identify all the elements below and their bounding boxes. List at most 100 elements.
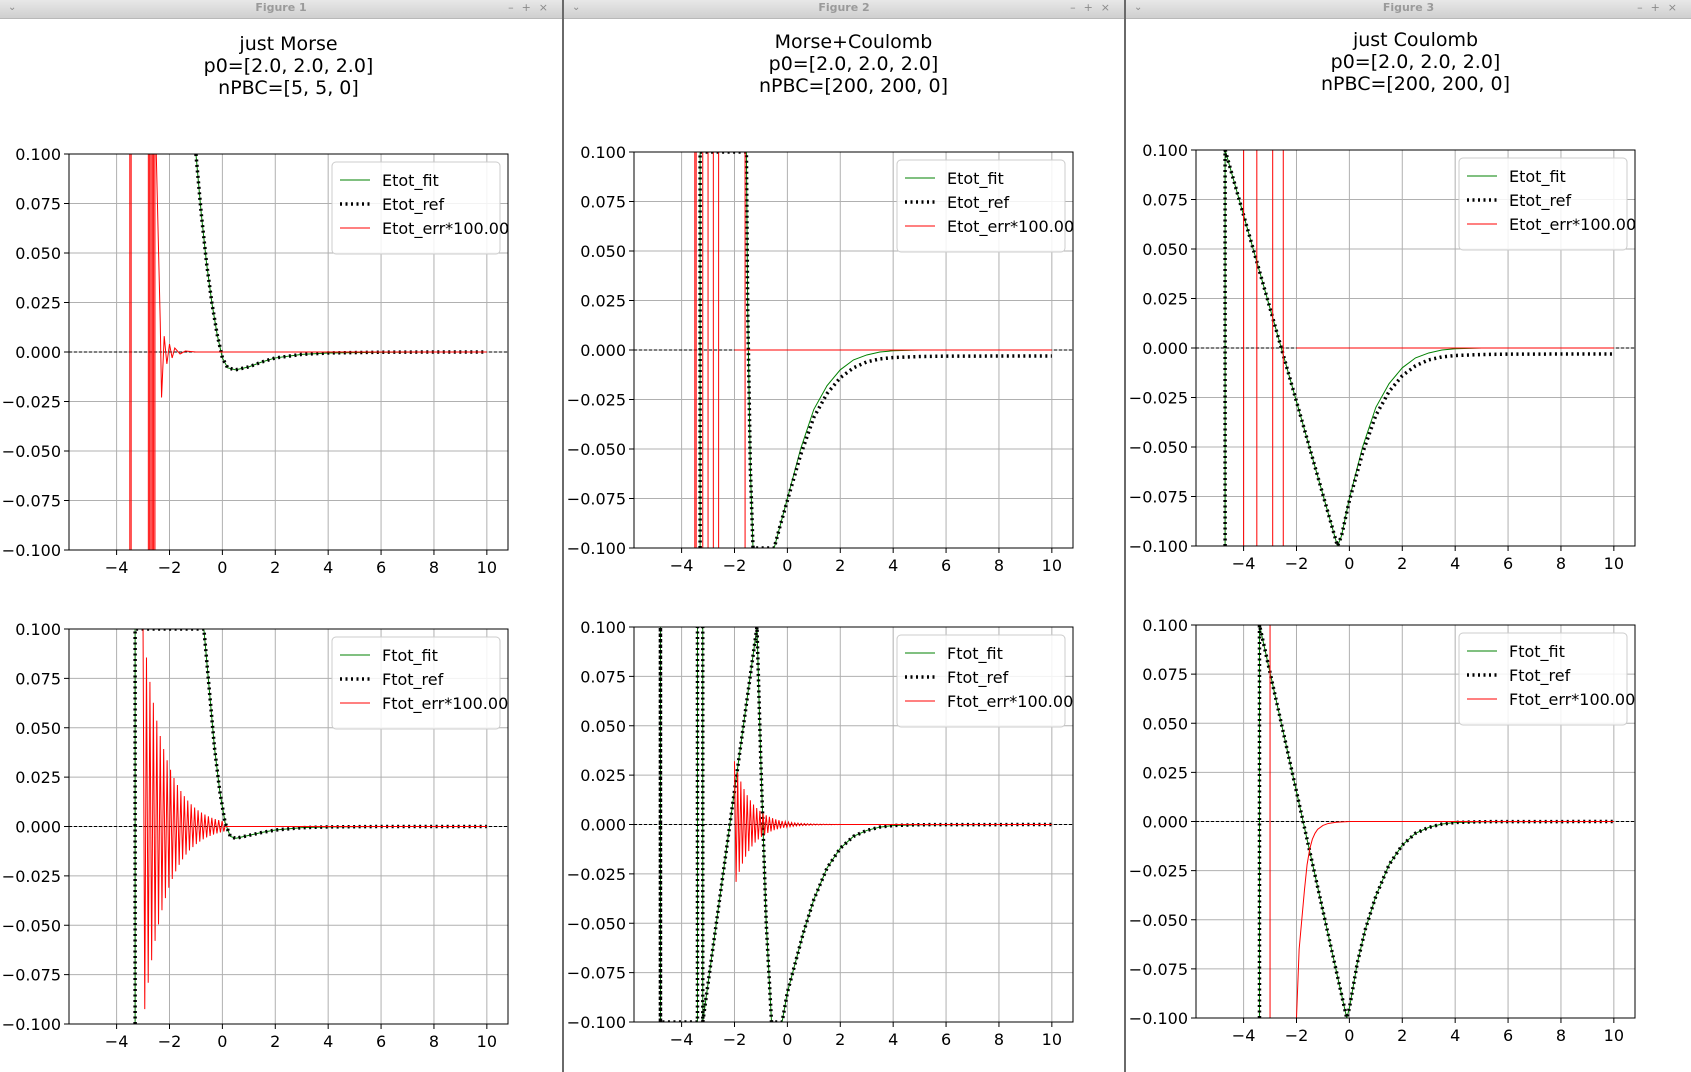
series-line-ref [1257,625,1614,1018]
x-tick-label: 0 [782,556,792,575]
x-tick-label: 10 [477,1032,497,1051]
maximize-icon[interactable]: + [521,1,539,14]
x-tick-label: 8 [994,1030,1004,1049]
x-tick-label: −4 [105,558,129,577]
figure-title-line: just Morse [238,33,337,55]
y-tick-label: 0.025 [580,292,626,311]
x-tick-label: −2 [158,558,182,577]
close-icon[interactable]: × [1100,1,1118,14]
x-tick-label: 8 [1556,554,1566,573]
legend-label: Etot_err*100.00 [1509,215,1636,235]
window-controls[interactable]: –+× [1070,1,1118,14]
legend-label: Ftot_ref [947,668,1009,688]
figure-3-titlebar[interactable]: ⌄ Figure 3 –+× [1126,0,1691,19]
legend-label: Etot_ref [947,193,1010,213]
plot-axes: −4 −2 0 2 4 6 8 10 −0.100 −0.075 −0.050 −0.025 0.000… [1129,141,1636,573]
x-tick-label: 2 [270,1032,280,1051]
x-tick-label: −4 [105,1032,129,1051]
series-line-err [1295,821,1614,1018]
legend-box [331,636,501,730]
legend-label: Etot_err*100.00 [947,217,1074,237]
y-tick-label: 0.000 [15,343,61,362]
window-menu-icon[interactable]: ⌄ [572,2,581,13]
axes-frame [633,626,1074,1023]
close-icon[interactable]: × [538,1,556,14]
x-tick-label: 2 [835,1030,845,1049]
y-tick-label: −0.050 [2,916,61,935]
y-tick-label: −0.100 [567,539,626,558]
window-title: Figure 3 [1382,1,1435,14]
x-tick-label: −2 [723,556,747,575]
minimize-icon[interactable]: – [508,1,522,14]
y-tick-label: 0.050 [15,244,61,263]
y-tick-label: 0.000 [15,818,61,837]
x-tick-label: −4 [1232,554,1256,573]
x-tick-label: 4 [323,558,333,577]
legend-label: Ftot_ref [382,670,444,690]
plot-axes: −4 −2 0 2 4 6 8 10 −0.100 −0.075 −0.050 −0.025 0.000… [2,620,509,1051]
legend-label: Etot_err*100.00 [382,219,509,239]
x-tick-label: 10 [1042,1030,1062,1049]
legend-label: Etot_fit [382,171,439,191]
figure-title-line: just Coulomb [1352,29,1478,51]
figure-2-window: ⌄ Figure 2 –+× Morse+Coulomb p0=[2.0, 2.0… [564,0,1124,1072]
y-tick-label: −0.050 [567,440,626,459]
y-tick-label: −0.050 [2,442,61,461]
window-menu-icon[interactable]: ⌄ [8,2,17,13]
x-tick-label: 8 [429,558,439,577]
x-tick-label: −2 [723,1030,747,1049]
minimize-icon[interactable]: – [1070,1,1084,14]
figure-title-line: nPBC=[5, 5, 0] [218,77,359,99]
maximize-icon[interactable]: + [1083,1,1101,14]
x-tick-label: 4 [888,556,898,575]
x-tick-label: 0 [1344,554,1354,573]
figure-title-line: p0=[2.0, 2.0, 2.0] [204,55,374,77]
y-tick-label: 0.075 [15,195,61,214]
x-tick-label: 10 [1604,1026,1624,1045]
close-icon[interactable]: × [1667,1,1685,14]
y-tick-label: −0.075 [1129,960,1188,979]
y-tick-label: 0.050 [1142,240,1188,259]
x-tick-label: 6 [1503,554,1513,573]
legend-label: Etot_ref [1509,191,1572,211]
legend-label: Ftot_fit [947,644,1003,664]
y-tick-label: 0.025 [1142,763,1188,782]
y-tick-label: 0.025 [15,294,61,313]
figure-title-line: Morse+Coulomb [775,31,933,53]
x-tick-label: −2 [1285,554,1309,573]
axes-frame [1195,149,1636,547]
series-line-ref [133,629,487,1024]
figure-3-window: ⌄ Figure 3 –+× just Coulomb p0=[2.0, 2.0,… [1126,0,1691,1072]
axes-frame [1195,624,1636,1019]
figure-2-titlebar[interactable]: ⌄ Figure 2 –+× [564,0,1124,19]
axes-frame [68,153,509,551]
y-tick-label: 0.025 [15,768,61,787]
legend-label: Etot_fit [1509,167,1566,187]
window-menu-icon[interactable]: ⌄ [1134,2,1143,13]
window-separator [562,0,564,1072]
y-tick-label: 0.000 [580,341,626,360]
maximize-icon[interactable]: + [1650,1,1668,14]
x-tick-label: 4 [1450,554,1460,573]
minimize-icon[interactable]: – [1637,1,1651,14]
legend-label: Ftot_ref [1509,666,1571,686]
y-tick-label: −0.100 [2,541,61,560]
legend-box [896,634,1066,728]
series-line-fit [659,627,1052,1022]
y-tick-label: 0.025 [1142,290,1188,309]
x-tick-label: 0 [1344,1026,1354,1045]
window-controls[interactable]: –+× [1637,1,1685,14]
x-tick-label: 10 [477,558,497,577]
figure-1-titlebar[interactable]: ⌄ Figure 1 –+× [0,0,562,19]
x-tick-label: 8 [994,556,1004,575]
x-tick-label: 8 [429,1032,439,1051]
y-tick-label: 0.100 [15,620,61,639]
x-tick-label: 6 [941,1030,951,1049]
x-tick-label: 6 [376,1032,386,1051]
y-tick-label: 0.050 [580,242,626,261]
y-tick-label: 0.100 [1142,616,1188,635]
plot-area [1223,150,1614,546]
y-tick-label: 0.100 [580,618,626,637]
legend-label: Ftot_fit [382,646,438,666]
window-controls[interactable]: –+× [508,1,556,14]
